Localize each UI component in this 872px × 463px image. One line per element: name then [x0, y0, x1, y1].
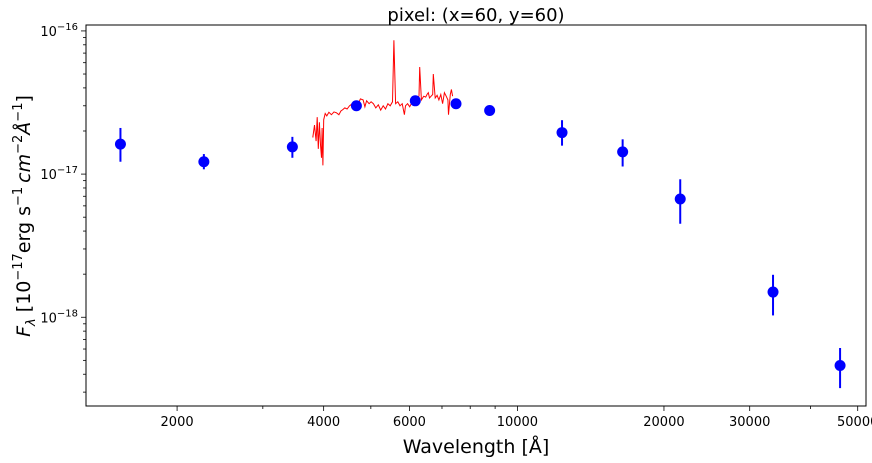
y-tick-base: 10 — [40, 25, 57, 40]
photometry-point — [114, 138, 126, 150]
x-tick-label: 4000 — [307, 415, 340, 430]
plot-frame — [85, 24, 867, 407]
x-tick-label: 30000 — [729, 415, 770, 430]
y-tick-base: 10 — [40, 311, 57, 326]
y-tick-label: 10−18 — [40, 308, 78, 326]
photometry-point — [286, 141, 298, 153]
x-axis-label: Wavelength [Å] — [403, 435, 550, 458]
x-tick-label: 10000 — [497, 415, 538, 430]
photometry-point — [767, 286, 779, 298]
plot-area — [114, 40, 846, 389]
y-tick-exponent: −16 — [57, 22, 78, 33]
y-tick-exponent: −17 — [57, 165, 78, 176]
x-axis-ticks: 2000 4000 6000 10000 20000 30000 50000 — [161, 406, 872, 430]
x-tick-label: 50000 — [837, 415, 872, 430]
photometry-point — [450, 98, 462, 110]
chart-title: pixel: (x=60, y=60) — [387, 5, 564, 26]
y-tick-label: 10−17 — [40, 165, 78, 183]
photometry-point — [674, 193, 686, 205]
x-tick-label: 2000 — [161, 415, 194, 430]
y-tick-label: 10−16 — [40, 22, 78, 40]
photometry-point — [617, 146, 629, 158]
photometry-point — [484, 105, 496, 117]
photometry-point — [409, 95, 421, 107]
x-tick-label: 20000 — [643, 415, 684, 430]
y-tick-exponent: −18 — [57, 308, 78, 319]
photometry-point — [198, 156, 210, 168]
photometry-point — [834, 360, 846, 372]
y-tick-base: 10 — [40, 168, 57, 183]
x-tick-label: 6000 — [393, 415, 426, 430]
photometry-point — [350, 100, 362, 112]
spectrum-line — [312, 40, 454, 166]
photometry-point — [556, 127, 568, 139]
y-axis-label: Fλ [10−17erg s−1cm−2Å−1] — [11, 95, 39, 337]
